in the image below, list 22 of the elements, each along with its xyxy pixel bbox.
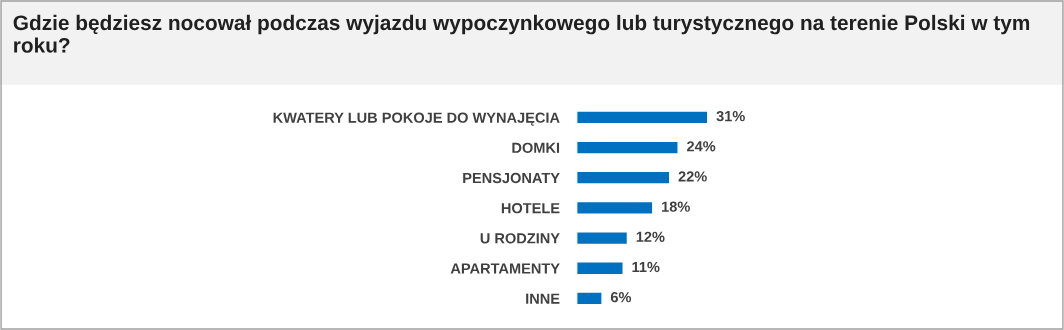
bar: [576, 231, 629, 246]
bar: [576, 170, 671, 185]
data-label: 24%: [687, 141, 716, 152]
y-tick-label: INNE: [526, 293, 560, 304]
data-label: 31%: [716, 110, 745, 122]
y-tick-label: PENSJONATY: [463, 172, 560, 184]
y-tick-label: HOTELE: [501, 203, 560, 214]
chart-title: Gdzie będziesz nocował podczas wyjazdu wypoczynkowego lub turystycznego na terenie Polski w tym roku?: [13, 14, 1030, 53]
y-tick-label: KWATERY LUB POKOJE DO WYNAJĘCIA: [273, 112, 560, 126]
data-label: 11%: [632, 261, 660, 273]
bar: [576, 291, 603, 306]
bar: [576, 110, 709, 125]
data-label: 12%: [636, 231, 665, 242]
bar: [576, 261, 624, 276]
data-label: 22%: [678, 171, 707, 182]
bar: [576, 140, 679, 155]
data-label: 18%: [662, 201, 690, 212]
y-tick-label: U RODZINY: [480, 233, 560, 244]
data-label: 6%: [610, 292, 632, 303]
y-tick-label: APARTAMENTY: [450, 263, 560, 274]
bar: [576, 200, 654, 215]
y-tick-label: DOMKI: [512, 142, 560, 153]
